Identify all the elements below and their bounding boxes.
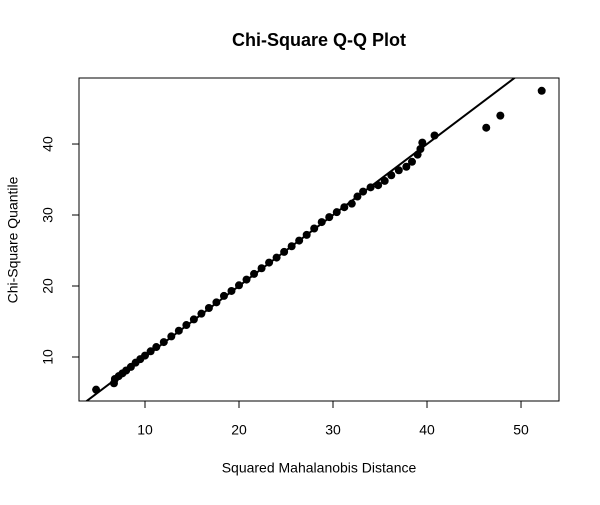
point (287, 242, 296, 251)
point (295, 236, 304, 245)
point (140, 351, 149, 360)
point (302, 230, 311, 239)
y-tick-label: 10 (40, 349, 56, 365)
point (227, 286, 236, 295)
point (235, 281, 243, 290)
point (174, 326, 183, 335)
point (407, 157, 416, 166)
point (257, 264, 266, 273)
point (387, 171, 396, 180)
point (182, 321, 191, 330)
point (317, 218, 326, 227)
x-tick-label: 20 (231, 422, 247, 438)
point (146, 347, 155, 356)
y-tick-label: 20 (40, 278, 56, 294)
x-tick-label: 40 (419, 422, 435, 438)
point (340, 203, 349, 212)
point (394, 166, 403, 175)
x-tick-label: 30 (325, 422, 341, 438)
y-axis-label: Chi-Square Quantile (5, 176, 21, 303)
point (280, 247, 289, 256)
point (92, 385, 101, 394)
point (265, 258, 274, 267)
point (189, 315, 198, 324)
point (353, 192, 362, 201)
x-axis-label: Squared Mahalanobis Distance (222, 460, 417, 476)
chart-title: Chi-Square Q-Q Plot (232, 30, 406, 50)
point (430, 131, 439, 140)
point (537, 86, 546, 95)
plot-frame (78, 77, 560, 402)
point (272, 253, 281, 262)
point (219, 291, 228, 300)
point (310, 224, 319, 233)
point (212, 298, 221, 307)
point (204, 304, 213, 313)
point (482, 123, 491, 132)
point (418, 138, 427, 147)
point (496, 111, 505, 120)
point (359, 187, 368, 196)
point (325, 213, 334, 222)
y-tick-label: 40 (40, 136, 56, 152)
point (416, 144, 425, 153)
point (374, 181, 383, 190)
x-tick-label: 10 (137, 422, 153, 438)
point (366, 183, 375, 192)
point (242, 275, 251, 284)
point (380, 176, 389, 185)
point (347, 199, 356, 208)
point (159, 338, 168, 347)
point (402, 162, 411, 171)
y-tick-label: 30 (40, 207, 56, 223)
point (167, 332, 176, 341)
point (152, 343, 161, 352)
point (250, 269, 259, 278)
point (332, 208, 341, 217)
point (197, 309, 206, 318)
x-tick-label: 50 (513, 422, 529, 438)
